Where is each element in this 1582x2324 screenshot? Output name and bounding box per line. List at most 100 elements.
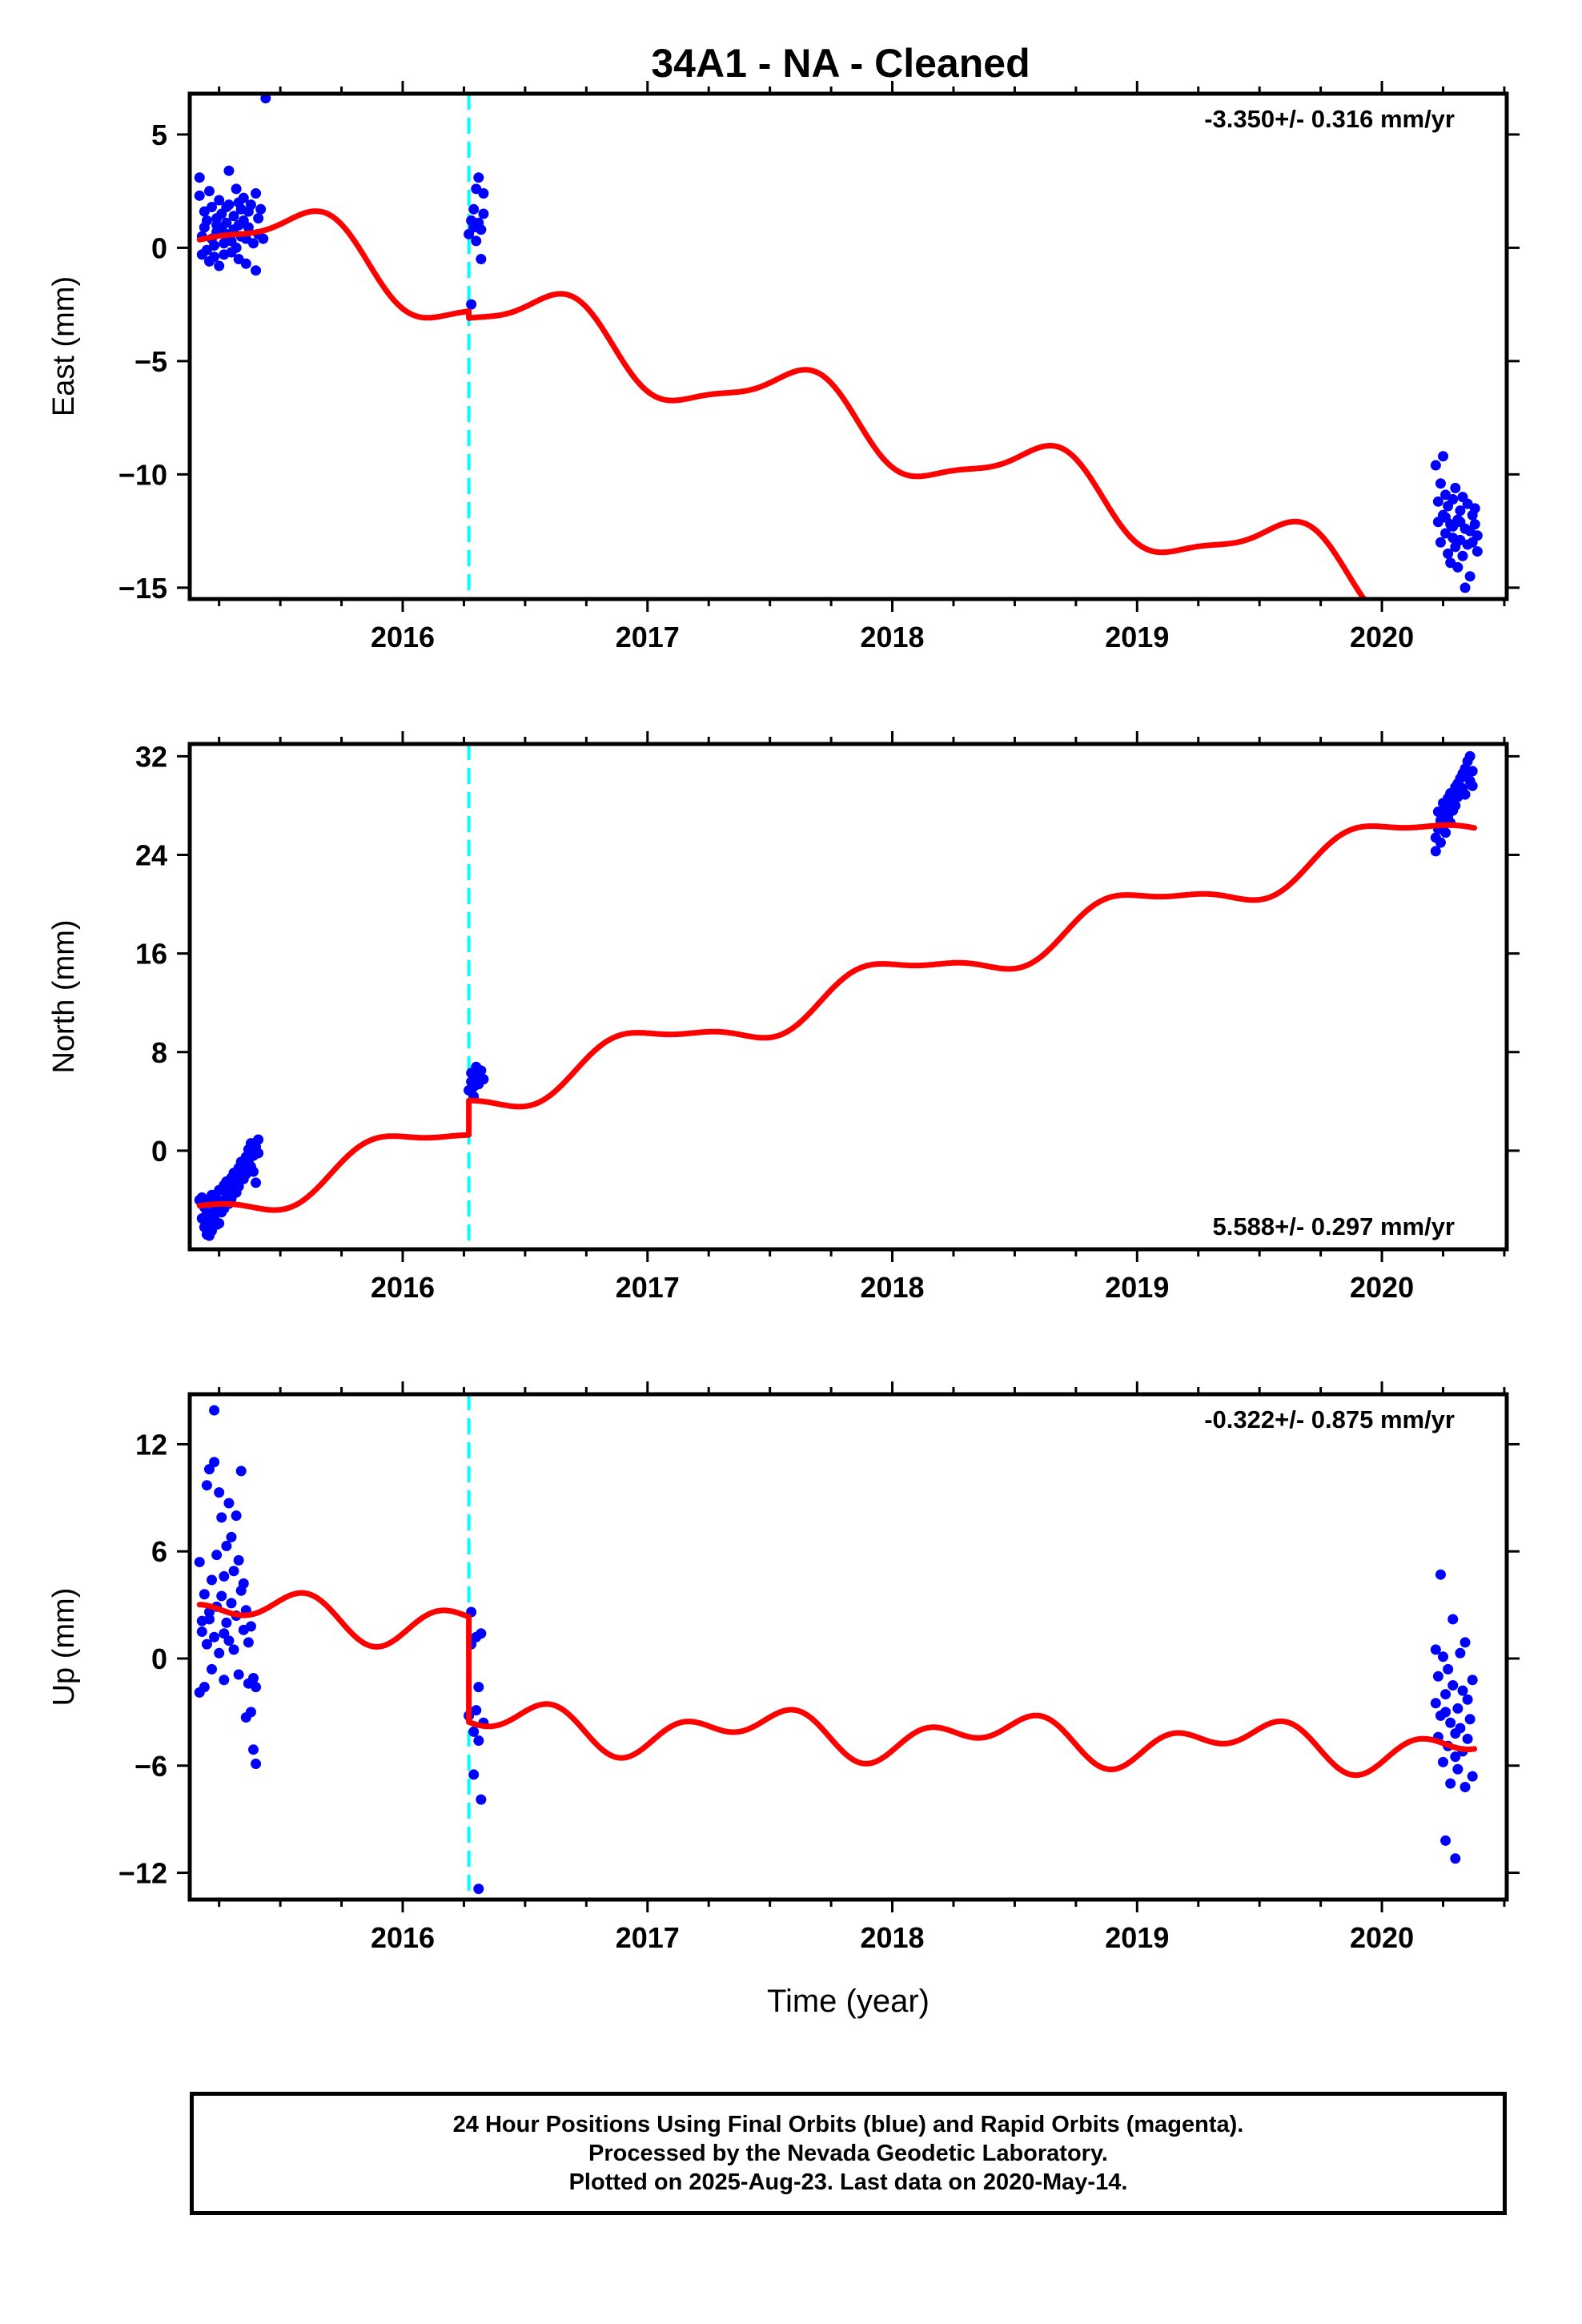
data-point — [1450, 1853, 1461, 1864]
data-point — [233, 1181, 244, 1192]
model-curve — [196, 208, 1368, 599]
data-point — [243, 222, 254, 233]
y-tick-label: 6 — [151, 1535, 167, 1568]
data-point — [211, 1550, 223, 1561]
data-point — [245, 1707, 256, 1718]
footer-line-1: 24 Hour Positions Using Final Orbits (bl… — [452, 2112, 1244, 2137]
footer-line-3: Plotted on 2025-Aug-23. Last data on 202… — [568, 2169, 1128, 2195]
data-point — [1467, 780, 1478, 791]
footer-caption-box: 24 Hour Positions Using Final Orbits (bl… — [190, 2092, 1507, 2215]
data-point — [1435, 478, 1446, 489]
data-point — [221, 217, 232, 228]
data-point — [1467, 1675, 1478, 1686]
data-point — [1455, 1723, 1466, 1734]
y-tick-label: 32 — [135, 740, 167, 773]
y-tick-label: 5 — [151, 119, 167, 151]
data-point — [247, 1166, 259, 1177]
data-point — [1464, 1714, 1476, 1725]
plot-frame — [187, 1392, 1509, 1902]
data-point — [219, 1570, 230, 1582]
x-axis-label: Time (year) — [767, 1984, 930, 2019]
data-point — [226, 1531, 237, 1542]
data-point — [1443, 1663, 1454, 1675]
y-tick-label: 16 — [135, 938, 167, 971]
y-tick-label: −6 — [135, 1750, 167, 1783]
data-point — [194, 172, 205, 183]
data-point — [1440, 1689, 1452, 1700]
x-tick-label: 2019 — [1105, 1921, 1169, 1954]
data-point — [216, 1512, 227, 1523]
data-point — [258, 233, 269, 244]
data-point — [1432, 1671, 1443, 1682]
x-tick-label: 2020 — [1350, 1921, 1414, 1954]
y-axis-label: East (mm) — [47, 276, 81, 416]
data-point — [468, 203, 480, 215]
data-point — [223, 165, 235, 176]
data-point — [1445, 1717, 1456, 1728]
y-tick-label: −15 — [118, 572, 167, 605]
figure-title: 34A1 - NA - Cleaned — [651, 41, 1030, 86]
x-tick-label: 2020 — [1350, 1271, 1414, 1304]
x-tick-label: 2017 — [616, 1271, 680, 1304]
data-point — [478, 208, 489, 219]
data-point — [211, 219, 223, 231]
panels-container: 2016 2017 2018 2019 2020 5 0 −5 −10 −15 East (mm) -… — [47, 81, 1520, 2019]
y-axis-label: Up (mm) — [47, 1588, 81, 1707]
data-point — [221, 1617, 232, 1628]
data-point — [1457, 550, 1468, 561]
model-curve — [196, 1590, 1478, 1779]
data-point — [219, 1628, 230, 1639]
data-point — [1452, 561, 1464, 573]
data-point — [194, 190, 205, 201]
data-point — [240, 258, 251, 269]
data-point — [201, 1638, 212, 1650]
data-point — [221, 1541, 232, 1552]
data-point — [228, 1644, 239, 1655]
data-point — [476, 254, 487, 265]
data-point — [471, 1705, 482, 1716]
data-point — [1472, 530, 1483, 541]
data-point — [1455, 517, 1466, 528]
data-point — [466, 299, 477, 310]
data-point — [478, 1074, 489, 1085]
data-point — [233, 1669, 244, 1680]
data-point — [1432, 496, 1443, 507]
data-point — [201, 215, 212, 226]
data-point — [1457, 1685, 1468, 1696]
y-tick-label: 12 — [135, 1428, 167, 1461]
data-point — [214, 1218, 225, 1229]
data-point — [207, 1574, 218, 1586]
data-point — [473, 1735, 484, 1747]
data-point — [251, 1759, 262, 1770]
plot-area — [194, 94, 1483, 599]
data-point — [214, 195, 225, 206]
data-point — [1430, 1698, 1441, 1709]
data-point — [468, 1726, 480, 1737]
data-point — [228, 211, 239, 222]
y-axis-label: North (mm) — [47, 919, 81, 1073]
data-point — [1430, 846, 1441, 857]
y-tick-label: 0 — [151, 1135, 167, 1168]
rate-label: -3.350+/- 0.316 mm/yr — [1204, 105, 1455, 133]
data-point — [476, 1065, 487, 1076]
data-point — [226, 1598, 237, 1609]
data-point — [1450, 482, 1461, 493]
data-point — [209, 1405, 220, 1416]
data-point — [1452, 1763, 1464, 1775]
data-point — [199, 1682, 210, 1693]
x-tick-label: 2016 — [371, 1271, 435, 1304]
x-tick-label: 2018 — [860, 1921, 924, 1954]
x-tick-label: 2018 — [860, 1271, 924, 1304]
data-point — [207, 201, 218, 212]
data-point — [207, 1663, 218, 1675]
data-point — [1445, 1778, 1456, 1789]
x-tick-label: 2016 — [371, 1921, 435, 1954]
data-point — [1460, 1637, 1471, 1648]
data-point — [196, 1192, 207, 1203]
data-point — [233, 1554, 244, 1566]
data-point — [228, 1566, 239, 1577]
rate-label: 5.588+/- 0.297 mm/yr — [1213, 1212, 1455, 1240]
data-point — [214, 1487, 225, 1498]
y-tick-label: 0 — [151, 231, 167, 264]
